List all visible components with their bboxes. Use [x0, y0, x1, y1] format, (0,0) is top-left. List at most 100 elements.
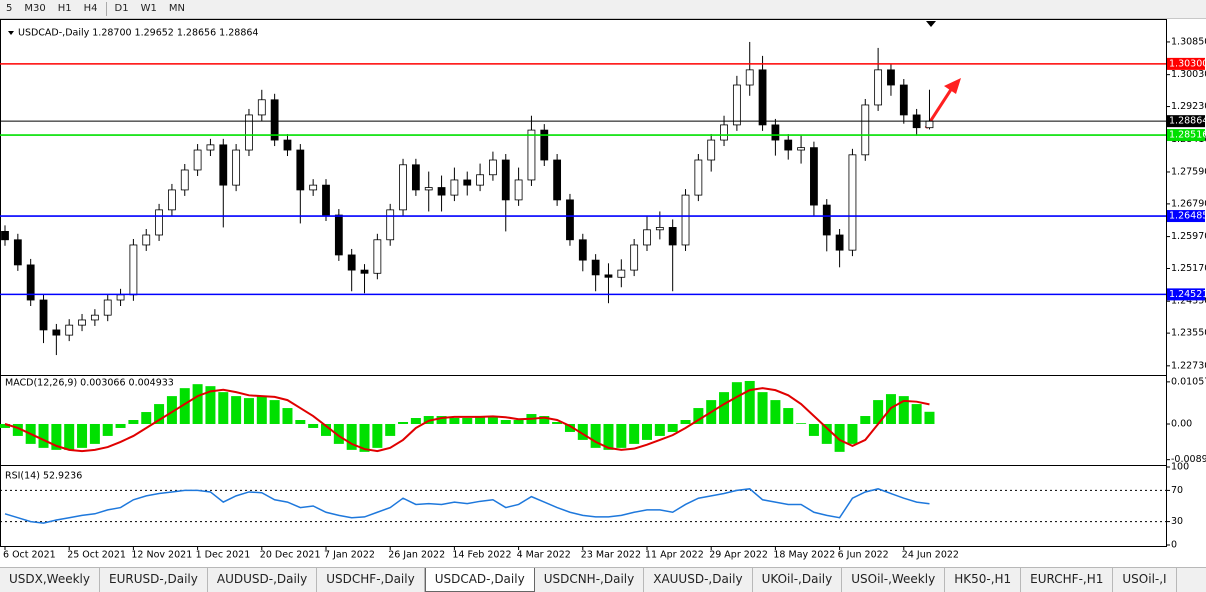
- shift-marker: [926, 21, 936, 27]
- macd-bar: [372, 423, 383, 448]
- macd-bar: [308, 423, 319, 428]
- macd-bar: [154, 404, 165, 424]
- x-tick-label: 24 Jun 2022: [902, 550, 959, 561]
- symbol-tab[interactable]: EURCHF-,H1: [1021, 568, 1114, 592]
- macd-bar: [449, 418, 460, 424]
- y-tick-label: 1.25170: [1171, 263, 1206, 274]
- macd-bar: [629, 423, 640, 444]
- symbol-tab[interactable]: USDCHF-,Daily: [317, 568, 425, 592]
- symbol-tab[interactable]: USOil-,I: [1113, 568, 1177, 592]
- chart-title: USDCAD-,Daily 1.28700 1.29652 1.28656 1.…: [18, 28, 258, 39]
- timeframe-button[interactable]: MN: [168, 3, 185, 14]
- x-tick-label: 12 Nov 2021: [131, 550, 192, 561]
- y-tick-label: 0.00: [1171, 418, 1192, 429]
- macd-bar: [102, 423, 113, 436]
- macd-bar: [821, 423, 832, 444]
- candle-body: [874, 69, 883, 106]
- symbol-tab[interactable]: USDX,Weekly: [0, 568, 100, 592]
- macd-bar: [654, 423, 665, 436]
- symbol-tabs: USDX,Weekly EURUSD-,Daily AUDUSD-,Daily USD…: [0, 567, 1206, 592]
- y-tick-label: 30: [1171, 516, 1183, 527]
- candle-body: [822, 204, 831, 236]
- candle-body: [193, 149, 202, 171]
- level-label-box: [1167, 57, 1205, 70]
- macd-bar: [770, 400, 781, 424]
- macd-bar: [513, 420, 524, 424]
- candle-body: [591, 259, 600, 276]
- macd-bar: [410, 418, 421, 424]
- rsi-line: [4, 488, 930, 524]
- candle-body: [386, 209, 395, 241]
- candle-body: [155, 209, 163, 236]
- macd-bar: [475, 416, 486, 424]
- macd-bar: [436, 416, 447, 424]
- candle-body: [39, 299, 48, 331]
- candle-body: [810, 147, 818, 206]
- macd-bar: [577, 423, 588, 440]
- candle-body: [13, 239, 22, 266]
- candle-body: [257, 99, 266, 116]
- macd-bar: [462, 418, 473, 424]
- macd-bar: [693, 408, 704, 424]
- macd-bar: [77, 423, 88, 448]
- symbol-tab[interactable]: EURUSD-,Daily: [100, 568, 208, 592]
- symbol-tab[interactable]: HK50-,H1: [945, 568, 1022, 592]
- macd-bar: [719, 392, 730, 424]
- macd-bar: [873, 400, 884, 424]
- candle-body: [424, 187, 433, 191]
- macd-bar: [269, 400, 280, 424]
- candle-body: [245, 114, 253, 151]
- candle-body: [180, 169, 189, 191]
- macd-bar: [256, 396, 267, 424]
- timeframe-button[interactable]: 5: [6, 3, 13, 14]
- candle-body: [527, 129, 536, 181]
- candle-body: [411, 164, 420, 191]
- timeframe-button[interactable]: W1: [140, 3, 157, 14]
- candle-body: [643, 229, 651, 246]
- timeframe-button[interactable]: H1: [57, 3, 72, 14]
- candle-body: [283, 139, 292, 151]
- macd-bar: [359, 423, 370, 452]
- y-tick-label: -0.00896: [1171, 454, 1206, 465]
- macd-bar: [796, 423, 807, 424]
- candle-body: [142, 234, 151, 246]
- x-tick-label: 26 Jan 2022: [388, 550, 445, 561]
- level-label-box: [1167, 210, 1205, 223]
- macd-bar: [487, 416, 498, 424]
- macd-bar: [616, 423, 627, 448]
- candle-body: [219, 144, 228, 186]
- candle-body: [617, 269, 626, 278]
- symbol-tab[interactable]: USDCAD-,Daily: [424, 568, 535, 592]
- symbol-tab[interactable]: XAUUSD-,Daily: [644, 568, 753, 592]
- timeframe-button[interactable]: M30: [24, 3, 46, 14]
- y-tick-label: 1.23550: [1171, 328, 1206, 339]
- symbol-tab[interactable]: AUDUSD-,Daily: [208, 568, 318, 592]
- candle-body: [745, 69, 754, 86]
- symbol-tab[interactable]: UKOil-,Daily: [753, 568, 843, 592]
- x-tick-label: 18 May 2022: [773, 550, 835, 561]
- candle-body: [514, 179, 523, 201]
- symbol-tab[interactable]: USDCNH-,Daily: [535, 568, 645, 592]
- rsi-title: RSI(14) 52.9236: [5, 471, 82, 482]
- macd-bar: [115, 423, 126, 428]
- candle-body: [578, 239, 587, 261]
- candle-body: [476, 174, 484, 186]
- candle-body: [566, 199, 574, 241]
- candle-body: [437, 187, 446, 196]
- candle-body: [90, 314, 99, 321]
- macd-bar: [590, 423, 601, 448]
- timeframe-button[interactable]: D1: [114, 3, 129, 14]
- candle-body: [925, 120, 934, 129]
- macd-bar: [924, 411, 935, 424]
- candle-body: [270, 99, 279, 141]
- symbol-tab[interactable]: USOil-,Weekly: [842, 568, 946, 592]
- candle-body: [899, 84, 908, 116]
- level-label-box: [1167, 288, 1205, 301]
- macd-bar: [128, 420, 139, 424]
- candle-body: [52, 329, 61, 336]
- macd-bar: [295, 420, 306, 424]
- macd-bar: [564, 423, 575, 432]
- candle-body: [360, 269, 369, 274]
- timeframe-button[interactable]: H4: [83, 3, 98, 14]
- macd-bar: [0, 423, 10, 428]
